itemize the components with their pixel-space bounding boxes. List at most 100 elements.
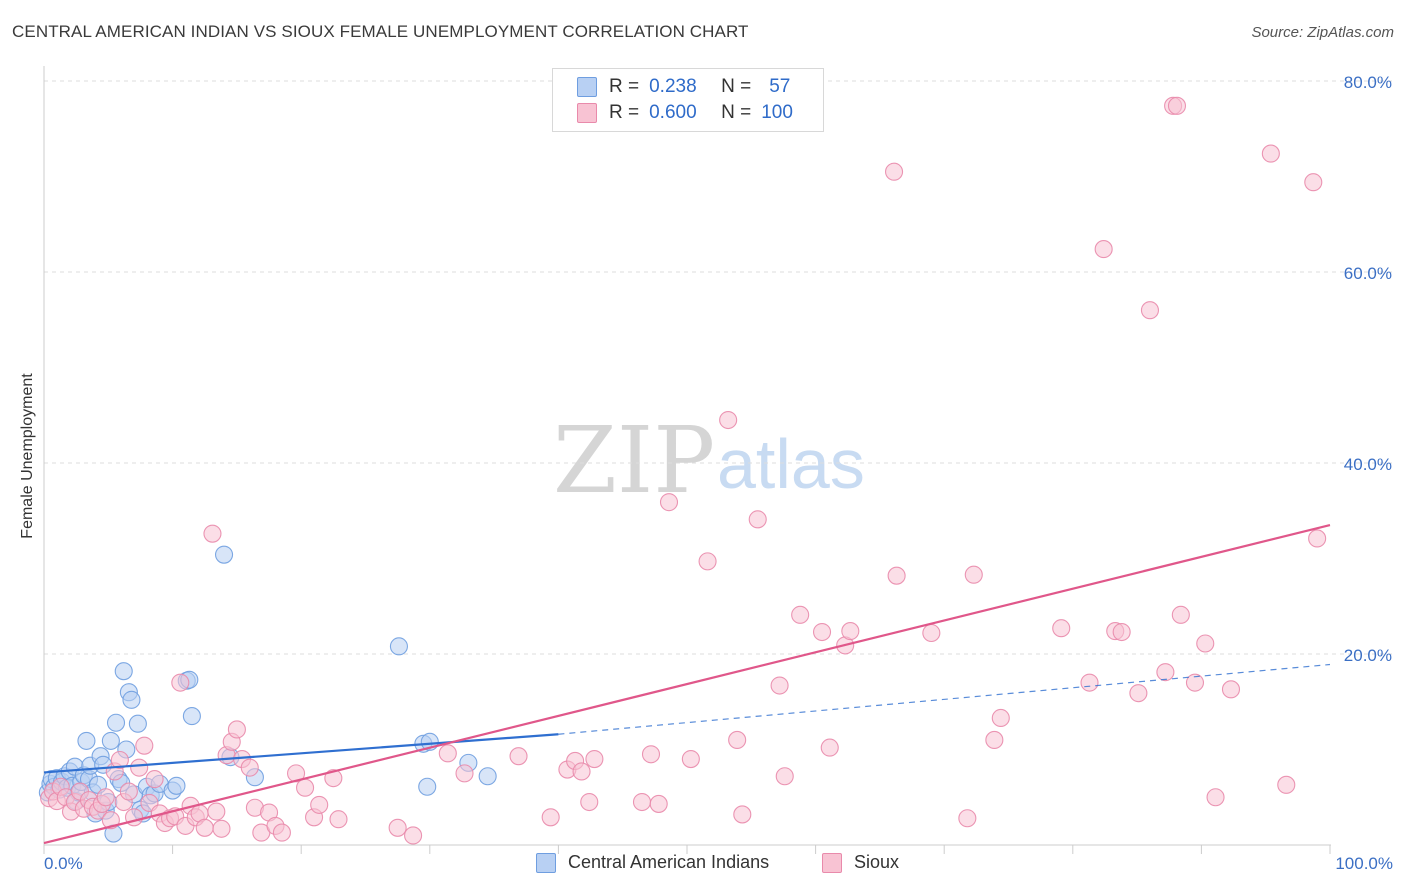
- data-point: [1129, 684, 1148, 703]
- data-point: [310, 795, 329, 814]
- legend-item-sioux[interactable]: Sioux: [822, 852, 899, 873]
- legend-item-central-american-indians[interactable]: Central American Indians: [536, 852, 769, 873]
- data-point: [698, 552, 717, 571]
- data-point: [1171, 605, 1190, 624]
- legend-swatch-blue: [536, 852, 556, 873]
- legend-n-value: 100: [761, 102, 793, 123]
- data-point: [585, 749, 604, 769]
- tick-labels: 20.0% 40.0% 60.0% 80.0% 0.0% 100.0%: [44, 73, 1393, 873]
- legend-label-sioux: Sioux: [854, 852, 900, 872]
- data-point: [128, 714, 147, 733]
- y-tick-label: 40.0%: [1344, 455, 1392, 474]
- data-point: [775, 767, 794, 786]
- data-point: [130, 758, 149, 777]
- data-point: [227, 720, 246, 739]
- legend-r-label: R =: [609, 76, 640, 97]
- legend-row-central-american-indians: R = 0.238 N = 57: [577, 75, 790, 99]
- data-point: [388, 818, 407, 837]
- data-point: [296, 778, 315, 797]
- data-point: [1140, 301, 1160, 320]
- legend-swatch-pink: [577, 103, 597, 123]
- legend-r-label: R =: [609, 102, 640, 123]
- stats-legend: R = 0.238 N = 57 R = 0.600 N = 100: [552, 68, 824, 132]
- watermark-zip: ZIP: [553, 407, 715, 514]
- data-point: [1221, 680, 1241, 699]
- legend-n-label: N =: [721, 76, 752, 97]
- data-point: [101, 731, 120, 750]
- data-point: [1052, 619, 1071, 638]
- data-point: [659, 493, 679, 512]
- data-point: [135, 736, 154, 755]
- data-point: [110, 750, 129, 770]
- data-point: [791, 605, 810, 624]
- data-point: [1094, 240, 1113, 259]
- data-point: [580, 792, 599, 812]
- data-point: [509, 747, 528, 766]
- legend-n-value: 57: [769, 76, 791, 97]
- data-point: [195, 818, 214, 837]
- data-point: [329, 810, 348, 829]
- data-point: [240, 758, 259, 777]
- data-point: [641, 745, 661, 764]
- data-point: [1206, 788, 1225, 807]
- data-point: [114, 662, 133, 681]
- data-point: [632, 792, 652, 812]
- data-point: [214, 545, 234, 564]
- data-point: [389, 637, 408, 656]
- trend-line-extension-central-american-indians: [558, 663, 1331, 735]
- data-point: [719, 410, 738, 430]
- data-point: [728, 730, 747, 750]
- data-point: [1308, 529, 1327, 548]
- data-point: [748, 510, 767, 529]
- trend-line-central-american-indians: [43, 733, 559, 774]
- data-point: [820, 738, 839, 757]
- legend-row-sioux: R = 0.600 N = 100: [577, 101, 793, 125]
- data-point: [1277, 775, 1296, 794]
- legend-r-value: 0.600: [649, 102, 697, 123]
- data-point: [106, 713, 126, 732]
- data-point: [1167, 96, 1187, 115]
- grid: [44, 80, 1392, 655]
- data-point: [985, 730, 1004, 750]
- trend-line-sioux: [43, 524, 1331, 845]
- data-point: [841, 622, 860, 641]
- data-point: [182, 707, 201, 726]
- data-point: [1196, 634, 1215, 653]
- x-tick-label: 100.0%: [1335, 854, 1393, 873]
- data-point: [1112, 622, 1131, 642]
- data-point: [887, 566, 906, 585]
- y-tick-label: 80.0%: [1344, 73, 1392, 92]
- data-point: [167, 776, 186, 795]
- data-point: [324, 769, 343, 788]
- data-point: [964, 565, 983, 584]
- watermark: ZIP atlas: [553, 407, 865, 514]
- data-point: [207, 802, 226, 821]
- data-point: [145, 770, 164, 789]
- trend-lines: [43, 524, 1331, 845]
- data-point: [884, 162, 904, 181]
- data-point: [1080, 673, 1099, 692]
- data-point: [958, 809, 977, 828]
- data-point: [922, 623, 941, 643]
- data-point: [171, 673, 190, 692]
- data-point: [212, 819, 231, 838]
- y-tick-label: 20.0%: [1344, 646, 1392, 665]
- sioux-points: [40, 96, 1327, 845]
- data-point: [203, 524, 222, 543]
- data-point: [418, 777, 437, 796]
- data-point: [272, 823, 291, 842]
- data-point: [1156, 663, 1175, 682]
- x-tick-label: 0.0%: [44, 854, 83, 873]
- data-point: [404, 826, 423, 845]
- watermark-atlas: atlas: [717, 425, 865, 503]
- data-point: [96, 788, 115, 807]
- legend-r-value: 0.238: [649, 76, 697, 97]
- data-point: [1185, 673, 1205, 692]
- chart-title: CENTRAL AMERICAN INDIAN VS SIOUX FEMALE …: [12, 22, 749, 41]
- data-point: [812, 622, 832, 642]
- legend-swatch-pink: [822, 852, 842, 873]
- data-point: [119, 782, 138, 801]
- data-point: [1261, 144, 1280, 163]
- data-point: [649, 794, 668, 813]
